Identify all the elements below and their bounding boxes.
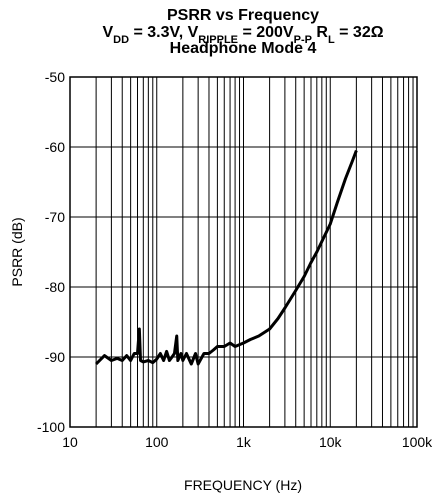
subtitle-part: = 3.3V, V (129, 24, 199, 41)
chart-subtitle: VDD = 3.3V, VRIPPLE = 200VP-P RL = 32Ω (102, 24, 383, 46)
subscript: L (328, 34, 335, 46)
x-tick-label: 10k (319, 434, 343, 450)
x-axis-label: FREQUENCY (Hz) (184, 477, 302, 493)
subscript: DD (113, 34, 129, 46)
x-tick-label: 10 (62, 434, 78, 450)
y-tick-label: -50 (45, 69, 65, 85)
subscript: P-P (294, 34, 312, 46)
chart-subtitle: Headphone Mode 4 (170, 40, 317, 57)
y-axis-label: PSRR (dB) (9, 217, 25, 286)
x-tick-label: 100 (145, 434, 169, 450)
x-tick-label: 100k (402, 434, 433, 450)
y-tick-label: -80 (45, 279, 65, 295)
y-tick-label: -60 (45, 139, 65, 155)
subtitle-part: = 200V (238, 24, 294, 41)
x-tick-label: 1k (236, 434, 252, 450)
subscript: RIPPLE (198, 34, 238, 46)
y-tick-label: -70 (45, 209, 65, 225)
subtitle-part: R (312, 24, 328, 41)
y-tick-label: -100 (37, 419, 65, 435)
subtitle-part: = 32Ω (335, 24, 384, 41)
subtitle-part: V (102, 24, 113, 41)
plot-frame (69, 76, 418, 428)
chart-title: PSRR vs Frequency (167, 7, 319, 24)
y-tick-label: -90 (45, 349, 65, 365)
data-line (95, 149, 358, 366)
